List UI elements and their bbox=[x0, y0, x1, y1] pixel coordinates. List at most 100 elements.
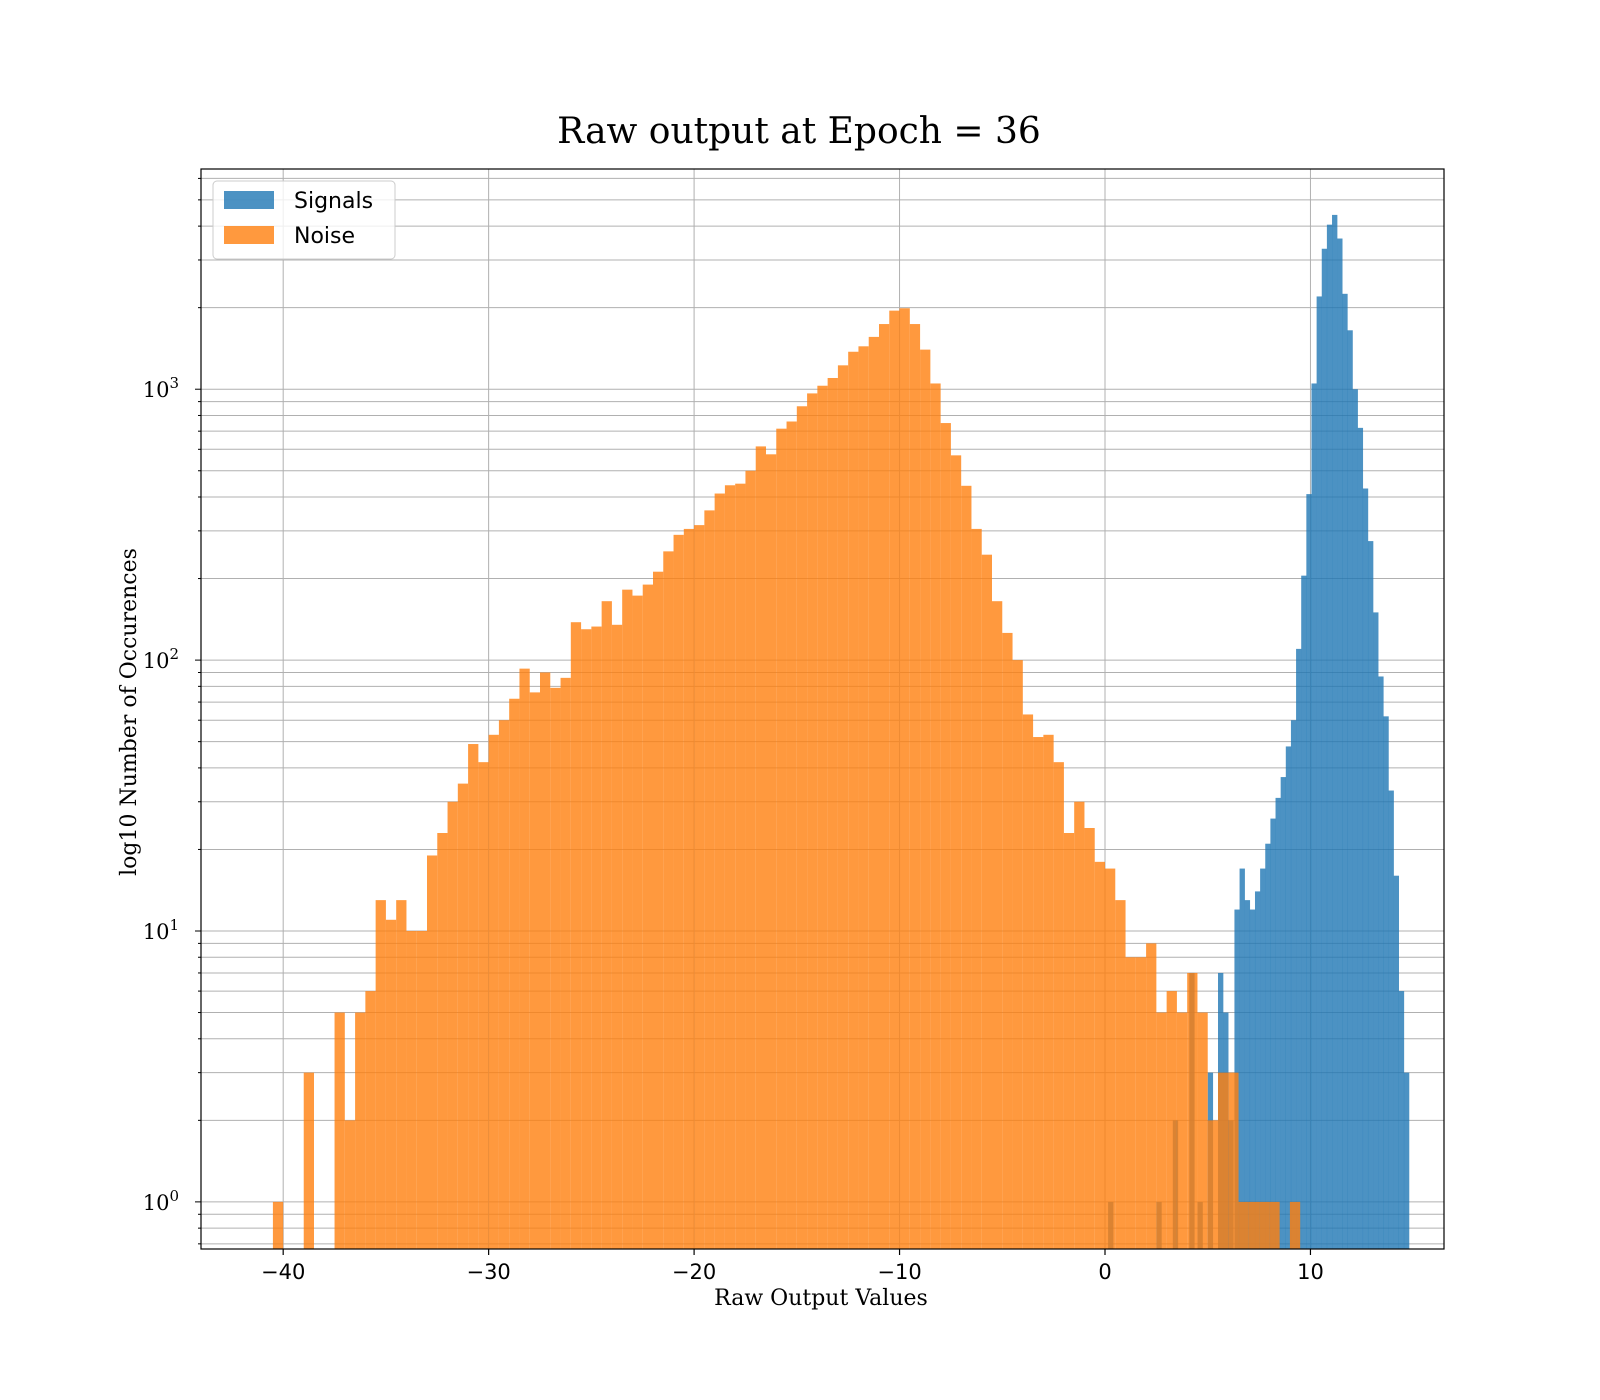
histogram-bar bbox=[714, 493, 725, 1249]
histogram-bar bbox=[1022, 714, 1034, 1249]
x-tick-label: −20 bbox=[672, 1260, 716, 1284]
histogram-bar bbox=[1084, 827, 1095, 1249]
histogram-bar bbox=[447, 801, 458, 1249]
histogram-bar bbox=[1249, 909, 1256, 1249]
histogram-bar bbox=[909, 324, 921, 1249]
histogram-bar bbox=[1393, 875, 1400, 1249]
histogram-bar bbox=[858, 346, 869, 1250]
histogram-bar bbox=[930, 383, 941, 1249]
histogram-bar bbox=[1290, 720, 1297, 1249]
histogram-bar bbox=[1176, 1012, 1188, 1249]
histogram-bar bbox=[1357, 427, 1364, 1249]
histogram-bar bbox=[591, 626, 602, 1249]
histogram-bar bbox=[1270, 818, 1276, 1249]
histogram-bar bbox=[1306, 494, 1312, 1249]
histogram-bar bbox=[303, 1072, 314, 1249]
histogram-bar bbox=[1332, 214, 1338, 1250]
histogram-bar bbox=[817, 385, 828, 1250]
histogram-bar bbox=[1053, 762, 1064, 1249]
histogram-bar bbox=[1326, 224, 1333, 1250]
histogram-bar bbox=[1260, 868, 1266, 1249]
histogram-bar bbox=[796, 406, 808, 1250]
histogram-bar bbox=[406, 930, 417, 1249]
histogram-bar bbox=[745, 470, 756, 1250]
histogram-bar bbox=[1125, 957, 1136, 1249]
histogram-bar bbox=[940, 423, 951, 1249]
histogram-bar bbox=[427, 855, 438, 1249]
histogram-bar bbox=[1156, 1012, 1167, 1249]
histogram-bar bbox=[355, 1012, 366, 1249]
histogram-bar bbox=[509, 698, 520, 1249]
histogram-bar bbox=[540, 672, 551, 1249]
histogram-bar bbox=[1347, 330, 1353, 1250]
histogram-bar bbox=[766, 454, 777, 1249]
y-tick-label: 100 bbox=[143, 1187, 179, 1215]
histogram-bar bbox=[1043, 734, 1054, 1249]
histogram-bar bbox=[1239, 868, 1245, 1249]
histogram-bar bbox=[755, 446, 766, 1249]
plot-bars bbox=[272, 214, 1410, 1250]
histogram-bar bbox=[961, 485, 972, 1249]
histogram-bar bbox=[365, 991, 376, 1249]
histogram-bar bbox=[581, 629, 592, 1249]
histogram-bar bbox=[375, 900, 386, 1249]
series-noise bbox=[272, 308, 1301, 1250]
histogram-bar bbox=[1280, 777, 1287, 1249]
histogram-bar bbox=[519, 668, 530, 1249]
histogram-bar bbox=[396, 900, 407, 1249]
histogram-bar bbox=[663, 551, 674, 1249]
x-tick-label: 0 bbox=[1098, 1260, 1111, 1284]
histogram-bar bbox=[1254, 891, 1261, 1249]
histogram-bar bbox=[1362, 488, 1369, 1249]
histogram-bar bbox=[1012, 660, 1023, 1249]
histogram-bar bbox=[570, 622, 582, 1249]
histogram-bar bbox=[1074, 801, 1085, 1249]
histogram-bar bbox=[1301, 575, 1307, 1249]
histogram-bar bbox=[950, 455, 962, 1250]
histogram-bar bbox=[1166, 991, 1177, 1249]
histogram-bar bbox=[848, 351, 859, 1249]
histogram-bar bbox=[498, 720, 510, 1249]
histogram-bar bbox=[724, 485, 736, 1250]
axis-ticks: −40 −30 −20 −10 0 10 100 101 102 103 bbox=[143, 177, 1324, 1284]
histogram-bar bbox=[807, 393, 818, 1249]
histogram-bar bbox=[642, 584, 653, 1249]
histogram-bar bbox=[1367, 541, 1374, 1249]
histogram-bar bbox=[1378, 676, 1384, 1249]
histogram-bar bbox=[1321, 248, 1328, 1249]
histogram-bar bbox=[879, 324, 890, 1249]
histogram-bar bbox=[1265, 843, 1271, 1249]
histogram-bar bbox=[344, 1120, 356, 1249]
histogram-bar bbox=[786, 421, 797, 1249]
histogram-bar bbox=[1275, 797, 1281, 1249]
histogram-bar bbox=[334, 1012, 345, 1249]
histogram-bar bbox=[868, 336, 879, 1250]
histogram-bar bbox=[1207, 1120, 1218, 1249]
histogram-bar bbox=[1373, 612, 1379, 1249]
histogram-bar bbox=[1398, 991, 1405, 1249]
histogram-bar bbox=[1269, 1201, 1280, 1249]
histogram-bar bbox=[560, 677, 571, 1249]
histogram-bar bbox=[1238, 1201, 1249, 1249]
histogram-bar bbox=[1002, 632, 1013, 1249]
histogram-bar bbox=[468, 744, 479, 1249]
histogram-bar bbox=[1352, 389, 1358, 1249]
histogram-bar bbox=[704, 510, 715, 1249]
histogram-bar bbox=[601, 601, 612, 1249]
histogram-bar bbox=[529, 692, 540, 1249]
histogram-bar bbox=[611, 624, 623, 1249]
histogram-bar bbox=[457, 783, 469, 1249]
histogram-bar bbox=[1289, 1201, 1301, 1249]
histogram-bar bbox=[1115, 900, 1126, 1249]
histogram-bar bbox=[1187, 972, 1198, 1249]
legend-swatch bbox=[224, 226, 274, 244]
histogram-bar bbox=[272, 1201, 284, 1249]
histogram-bar bbox=[837, 365, 849, 1249]
histogram-bar bbox=[981, 554, 992, 1249]
histogram-bar bbox=[889, 310, 900, 1249]
histogram-bar bbox=[550, 687, 561, 1249]
histogram-bar bbox=[622, 589, 633, 1249]
histogram-bar bbox=[827, 377, 838, 1249]
histogram-bar bbox=[488, 734, 499, 1249]
